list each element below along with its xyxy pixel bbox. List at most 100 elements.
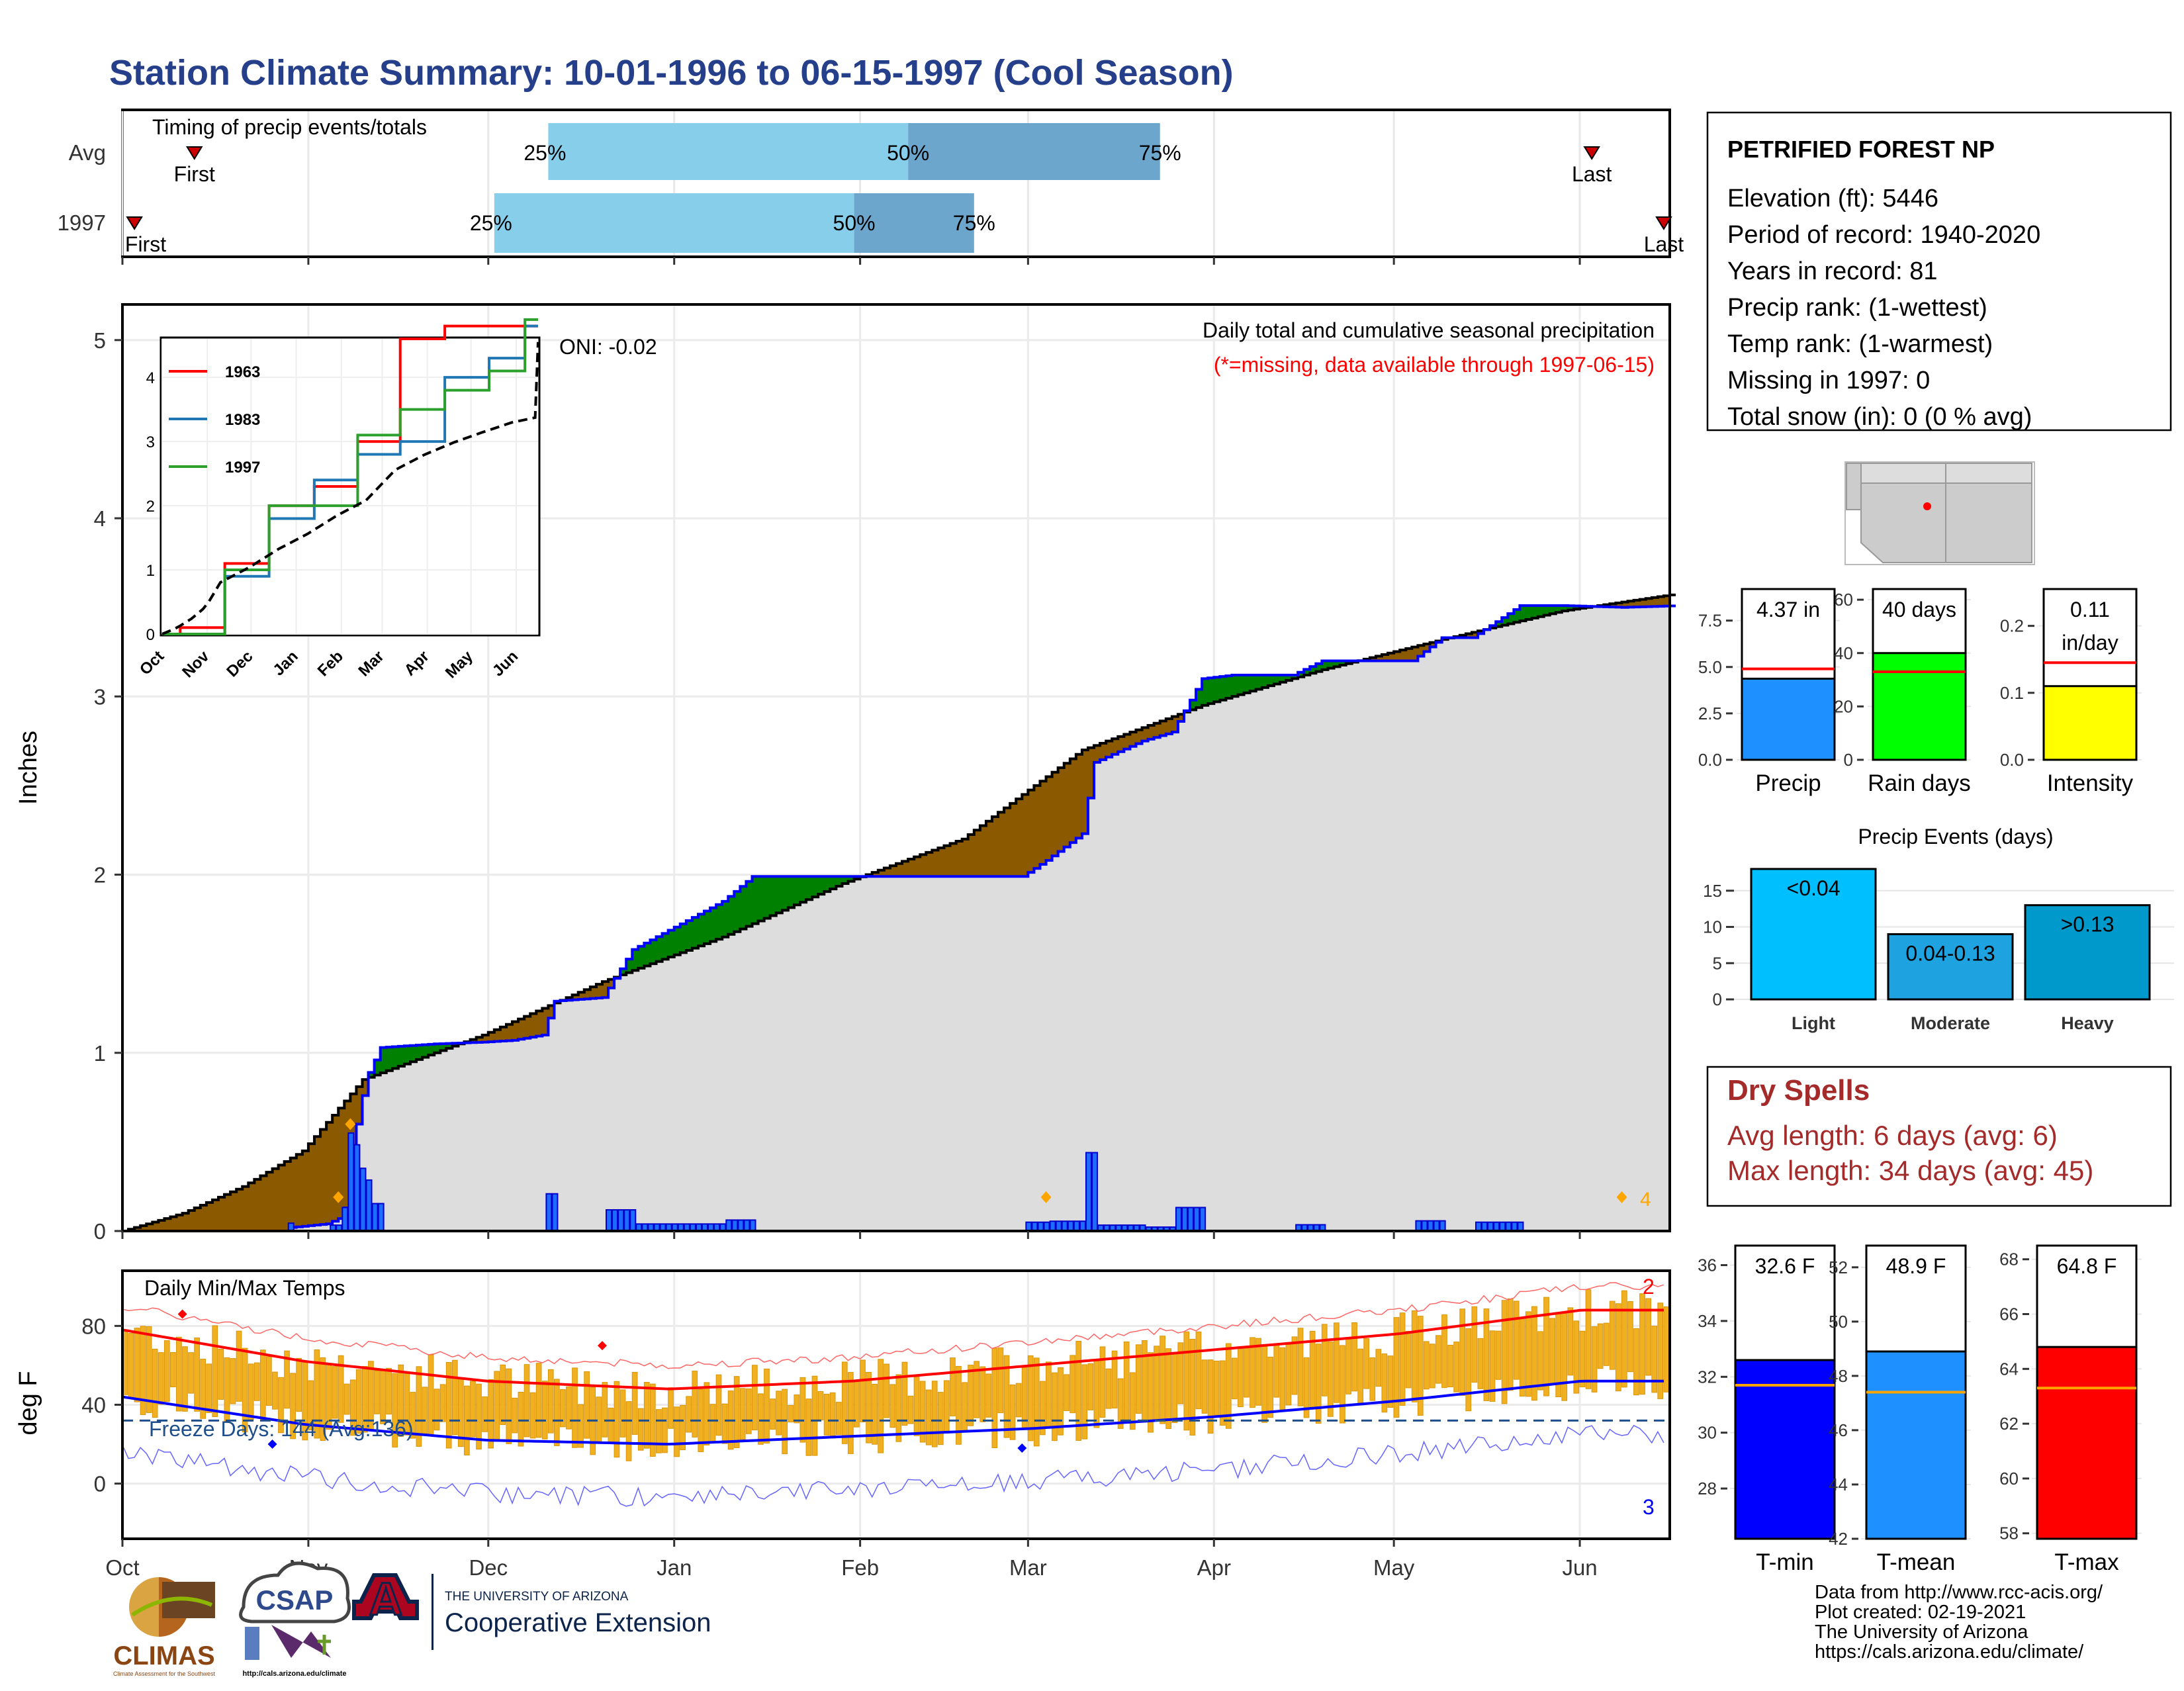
daily-temp-range-bar <box>1315 1344 1322 1424</box>
precip-gray-area-step <box>1525 619 1533 1231</box>
precip-gray-area-step <box>979 876 987 1231</box>
climas-logo-small-text: Climate Assessment for the Southwest <box>113 1670 216 1677</box>
daily-precip-bar <box>737 1219 745 1232</box>
timing-row-label-1997: 1997 <box>58 210 106 235</box>
precip-gray-area-step <box>1424 651 1431 1231</box>
precip-deficit-step <box>985 821 993 877</box>
daily-temp-range-bar <box>529 1392 536 1439</box>
last-event-marker <box>1583 146 1600 160</box>
precip-gray-area-step <box>746 926 753 1231</box>
daily-temp-range-bar <box>278 1377 284 1434</box>
precip-deficit-step <box>979 825 987 877</box>
precip-gray-area-step <box>1639 606 1647 1231</box>
precip-y-tick-label: 4 <box>94 506 106 531</box>
daily-precip-bar <box>1085 1152 1092 1232</box>
precip-deficit-step <box>134 1227 141 1231</box>
precip-gray-area-step <box>500 1041 507 1231</box>
daily-precip-bar <box>371 1203 379 1232</box>
precip-gray-area-step <box>530 1037 537 1231</box>
daily-temp-range-bar <box>1093 1359 1100 1428</box>
precip-deficit-step <box>1040 781 1047 865</box>
daily-temp-range-bar <box>1531 1306 1537 1401</box>
precip-gray-area-step <box>1160 735 1167 1231</box>
precip-gray-area-step <box>1142 741 1149 1231</box>
month-x-tick-label: Jun <box>1562 1555 1597 1580</box>
footer-line-created: Plot created: 02-19-2021 <box>1815 1602 2026 1623</box>
precip-gray-area-step <box>1118 751 1124 1231</box>
precip-surplus-step <box>410 1045 417 1062</box>
precip-gray-area-step <box>1040 864 1047 1231</box>
ua-logo-line2: Cooperative Extension <box>445 1608 711 1637</box>
precip-deficit-step <box>146 1224 153 1231</box>
daily-temp-range-bar <box>488 1379 494 1449</box>
daily-temp-range-bar <box>1160 1336 1165 1424</box>
precip-deficit-step <box>1087 747 1095 798</box>
daily-precip-bar <box>377 1203 385 1232</box>
daily-temp-range-bar <box>1633 1328 1639 1396</box>
daily-temp-range-bar <box>907 1395 914 1424</box>
precip-gray-area-step <box>1273 684 1281 1231</box>
daily-temp-range-bar <box>361 1366 368 1433</box>
daily-temp-range-bar <box>1603 1322 1610 1366</box>
daily-precip-bar <box>1181 1207 1188 1232</box>
daily-temp-range-bar <box>398 1364 404 1437</box>
tmin-record-count: 3 <box>1643 1495 1655 1519</box>
summary-value-label: 4.37 in <box>1756 598 1820 621</box>
precip-surplus-step <box>770 876 777 916</box>
events-y-tick-label: 5 <box>1713 953 1722 973</box>
daily-precip-bar <box>1067 1220 1074 1232</box>
precip-surplus-step <box>1292 675 1298 679</box>
summary-y-tick-label: 7.5 <box>1698 611 1722 631</box>
summary-bar-Rain days <box>1872 652 1967 761</box>
precip-gray-area-step <box>662 959 669 1231</box>
daily-temp-range-bar <box>1250 1337 1255 1408</box>
precip-surplus-step <box>1196 689 1203 708</box>
daily-precip-bar <box>1439 1220 1446 1232</box>
precip-gray-area-step <box>446 1048 453 1231</box>
precip-deficit-step <box>1382 655 1388 661</box>
daily-temp-range-bar <box>1435 1335 1441 1384</box>
oni-label: ONI: -0.02 <box>559 335 657 359</box>
precip-gray-area-step <box>991 876 999 1231</box>
precip-y-axis-title: Inches <box>15 731 42 805</box>
precip-deficit-step <box>872 872 879 877</box>
precip-gray-area-step <box>1490 627 1496 1231</box>
precip-gray-area-step <box>889 876 897 1231</box>
daily-temp-range-bar <box>770 1398 776 1430</box>
precip-gray-area-step <box>1555 612 1563 1231</box>
precip-gray-area-step <box>1010 876 1017 1231</box>
daily-precip-bar <box>1433 1220 1440 1232</box>
precip-deficit-step <box>494 1029 501 1042</box>
precip-gray-area-step <box>1345 663 1353 1231</box>
precip-deficit-step <box>1069 758 1077 843</box>
daily-temp-range-bar <box>218 1348 224 1400</box>
dry-spells-title: Dry Spells <box>1727 1074 1870 1107</box>
precip-surplus-step <box>650 940 657 964</box>
precip-surplus-step <box>848 876 855 882</box>
summary-category-label: Rain days <box>1868 770 1971 796</box>
precip-gray-area-step <box>1058 851 1065 1231</box>
precip-deficit-step <box>902 861 909 877</box>
precip-gray-area-step <box>1177 721 1185 1231</box>
precip-gray-area-step <box>674 954 681 1231</box>
daily-precip-bar <box>749 1219 756 1232</box>
daily-temp-range-bar <box>1387 1355 1394 1408</box>
precip-deficit-step <box>1430 642 1437 647</box>
precip-gray-area-step <box>962 876 969 1231</box>
daily-temp-range-bar <box>680 1404 686 1451</box>
precip-deficit-step <box>158 1220 165 1231</box>
precip-surplus-step <box>740 886 747 929</box>
daily-precip-bar <box>341 1207 349 1232</box>
month-x-tick-label: May <box>1373 1555 1415 1580</box>
precip-gray-area-step <box>1322 669 1329 1231</box>
precip-deficit-step <box>236 1189 243 1231</box>
precip-deficit-step <box>1064 763 1071 847</box>
dry-spells-avg: Avg length: 6 days (avg: 6) <box>1727 1120 2058 1151</box>
precip-deficit-step <box>512 1021 519 1040</box>
temp-record-marker <box>597 1341 607 1351</box>
precip-surplus-step <box>1567 606 1574 610</box>
precip-end-marker-label: 4 <box>1640 1189 1651 1211</box>
precip-surplus-step <box>728 896 735 935</box>
daily-temp-range-bar <box>290 1373 296 1440</box>
precip-deficit-step <box>1627 601 1635 608</box>
